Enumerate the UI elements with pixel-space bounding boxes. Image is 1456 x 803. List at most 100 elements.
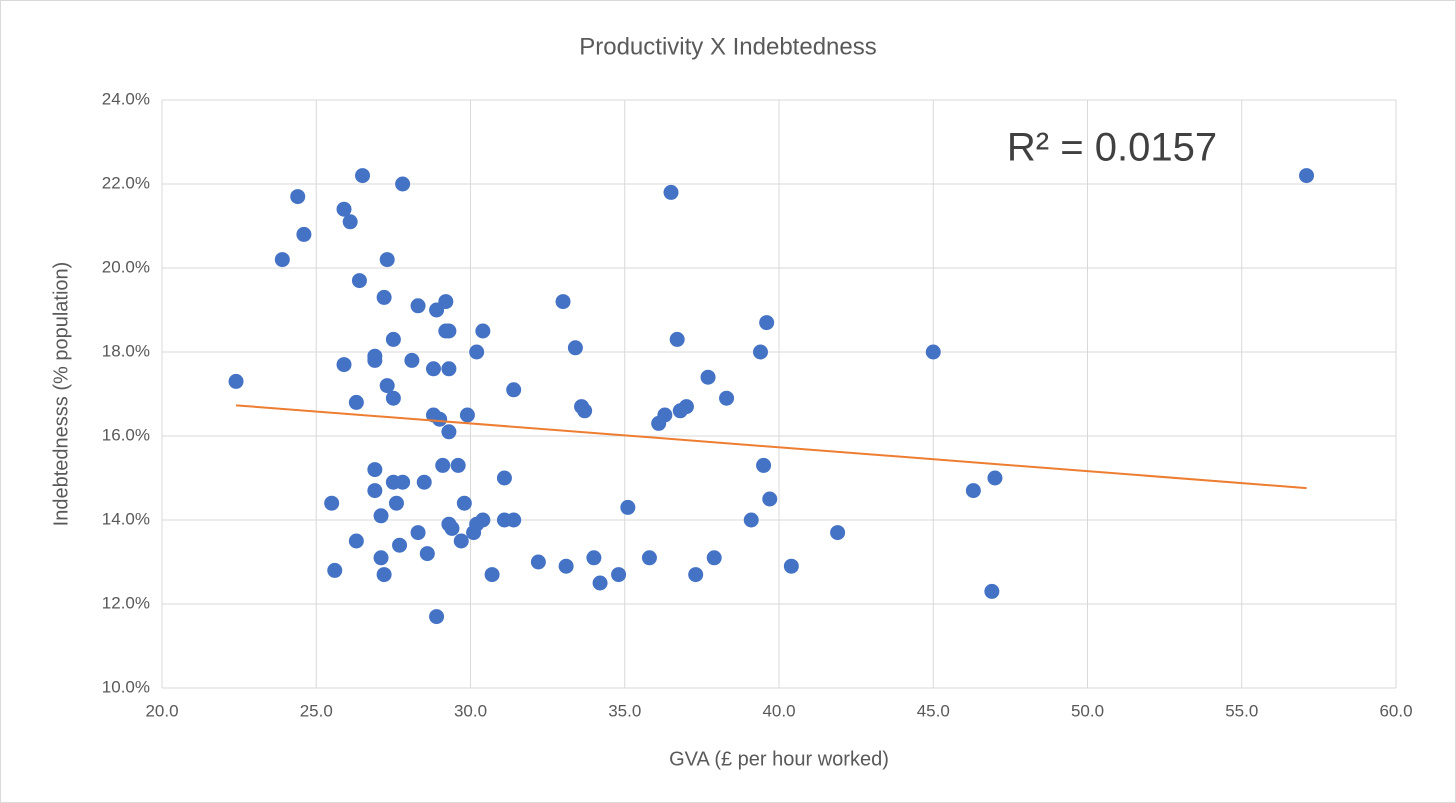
- data-point: [327, 562, 343, 578]
- data-point: [416, 474, 432, 490]
- data-point: [984, 583, 1000, 599]
- y-tick-label: 22.0%: [102, 173, 150, 192]
- data-point: [762, 491, 778, 507]
- x-tick-label: 55.0: [1225, 701, 1258, 720]
- trendline: [235, 404, 1307, 490]
- data-point: [783, 558, 799, 574]
- data-point: [719, 390, 735, 406]
- data-point: [453, 533, 469, 549]
- data-point: [496, 470, 512, 486]
- data-point: [987, 470, 1003, 486]
- data-point: [530, 554, 546, 570]
- x-axis-title: GVA (£ per hour worked): [669, 748, 889, 770]
- data-point: [373, 508, 389, 524]
- data-point: [336, 357, 352, 373]
- data-point: [376, 289, 392, 305]
- x-tick-label: 25.0: [300, 701, 333, 720]
- data-point: [376, 567, 392, 583]
- data-point: [441, 361, 457, 377]
- data-point: [620, 499, 636, 515]
- data-point: [419, 546, 435, 562]
- data-point: [395, 176, 411, 192]
- data-point: [459, 407, 475, 423]
- data-point: [355, 168, 371, 184]
- data-point: [475, 323, 491, 339]
- data-point: [410, 525, 426, 541]
- y-tick-label: 20.0%: [102, 257, 150, 276]
- data-point: [555, 294, 571, 310]
- data-point: [484, 567, 500, 583]
- data-point: [367, 352, 383, 368]
- data-point: [429, 609, 445, 625]
- data-point: [663, 184, 679, 200]
- trendline-r2: R² = 0.0157: [1007, 126, 1217, 170]
- y-tick-label: 10.0%: [102, 677, 150, 696]
- data-point: [688, 567, 704, 583]
- data-point: [759, 315, 775, 331]
- y-tick-label: 12.0%: [102, 593, 150, 612]
- data-point: [388, 495, 404, 511]
- data-point: [429, 302, 445, 318]
- data-point: [466, 525, 482, 541]
- data-point: [965, 483, 981, 499]
- data-point: [348, 533, 364, 549]
- data-point: [506, 512, 522, 528]
- data-point: [324, 495, 340, 511]
- data-point: [367, 462, 383, 478]
- data-point: [379, 378, 395, 394]
- x-tick-label: 45.0: [917, 701, 950, 720]
- data-point: [228, 373, 244, 389]
- data-point: [678, 399, 694, 415]
- data-point: [392, 537, 408, 553]
- data-point: [290, 189, 306, 205]
- x-tick-label: 40.0: [762, 701, 795, 720]
- data-point: [577, 403, 593, 419]
- data-point: [925, 344, 941, 360]
- data-point: [342, 214, 358, 230]
- data-point: [336, 201, 352, 217]
- chart-title: Productivity X Indebtedness: [579, 33, 877, 60]
- y-tick-label: 18.0%: [102, 341, 150, 360]
- data-point: [379, 252, 395, 268]
- data-point: [1299, 168, 1315, 184]
- data-point: [567, 340, 583, 356]
- data-point: [385, 390, 401, 406]
- data-point: [752, 344, 768, 360]
- data-point: [348, 394, 364, 410]
- data-point: [367, 483, 383, 499]
- data-point: [558, 558, 574, 574]
- data-point: [404, 352, 420, 368]
- data-point: [432, 411, 448, 427]
- data-point: [475, 512, 491, 528]
- data-point: [700, 369, 716, 385]
- data-point: [351, 273, 367, 289]
- data-point: [385, 331, 401, 347]
- data-point: [706, 550, 722, 566]
- data-point: [756, 457, 772, 473]
- data-point: [506, 382, 522, 398]
- data-point: [410, 298, 426, 314]
- x-tick-label: 60.0: [1379, 701, 1412, 720]
- data-point: [830, 525, 846, 541]
- data-point: [296, 226, 312, 242]
- data-point: [274, 252, 290, 268]
- x-tick-label: 50.0: [1071, 701, 1104, 720]
- data-point: [395, 474, 411, 490]
- x-tick-label: 20.0: [145, 701, 178, 720]
- data-point: [611, 567, 627, 583]
- data-point: [435, 457, 451, 473]
- data-point: [592, 575, 608, 591]
- y-tick-label: 16.0%: [102, 425, 150, 444]
- data-point: [444, 520, 460, 536]
- x-tick-label: 30.0: [454, 701, 487, 720]
- y-tick-label: 14.0%: [102, 509, 150, 528]
- data-point: [743, 512, 759, 528]
- data-point: [425, 361, 441, 377]
- data-point: [586, 550, 602, 566]
- data-point: [641, 550, 657, 566]
- x-tick-label: 35.0: [608, 701, 641, 720]
- data-point: [469, 344, 485, 360]
- data-point: [651, 415, 667, 431]
- data-point: [669, 331, 685, 347]
